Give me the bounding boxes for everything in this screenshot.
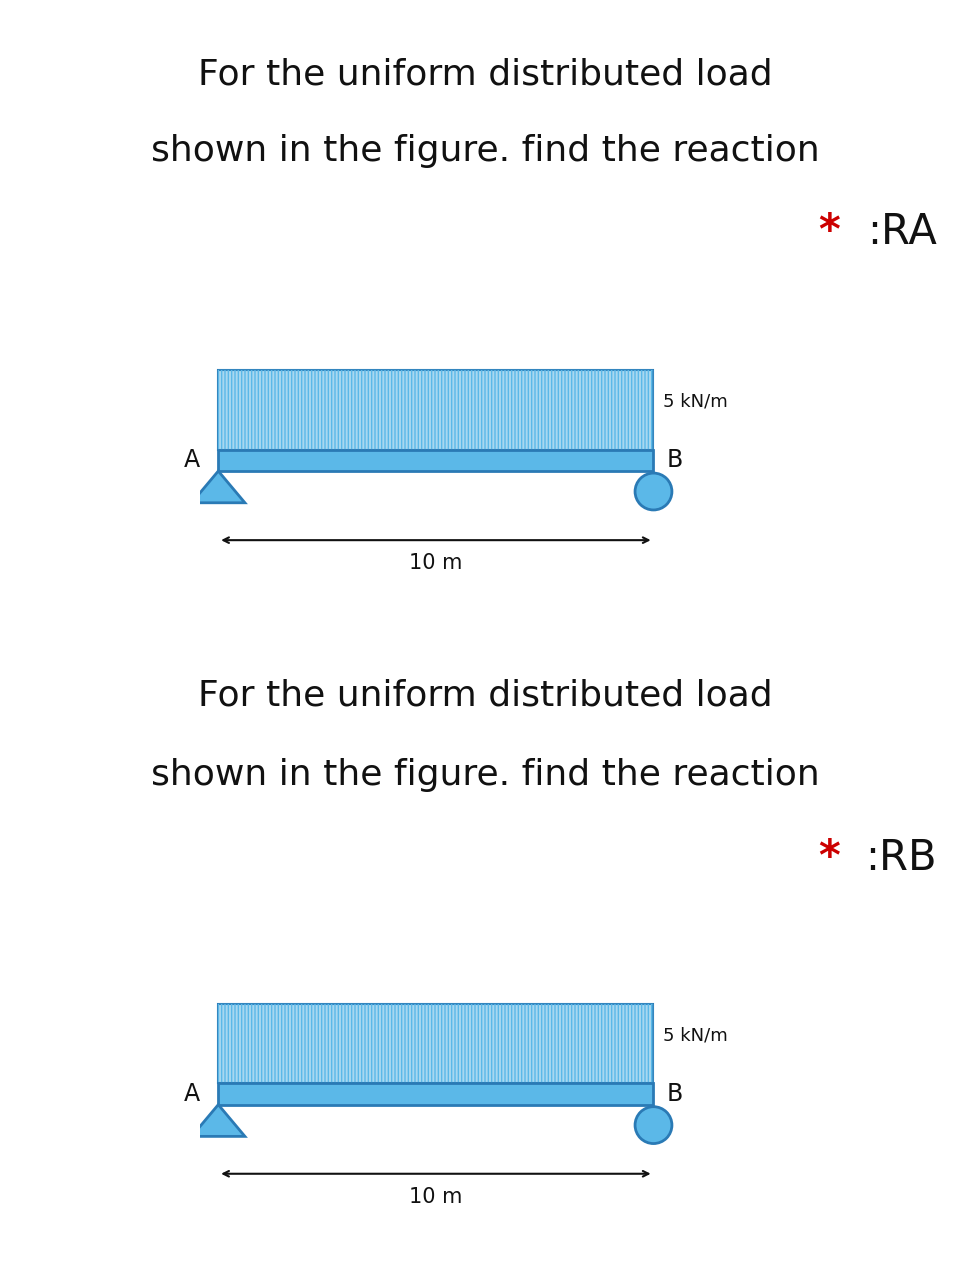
Text: 5 kN/m: 5 kN/m xyxy=(662,393,727,411)
Bar xyxy=(218,449,653,471)
Circle shape xyxy=(635,1107,672,1143)
Text: :RA: :RA xyxy=(867,211,937,253)
Text: A: A xyxy=(184,448,200,472)
Text: *: * xyxy=(819,837,840,879)
Bar xyxy=(218,1004,653,1083)
Bar xyxy=(218,370,653,449)
Text: B: B xyxy=(667,1082,684,1106)
Text: 10 m: 10 m xyxy=(409,553,462,573)
Bar xyxy=(218,370,653,449)
Text: *: * xyxy=(819,211,840,253)
Bar xyxy=(218,1083,653,1105)
Text: For the uniform distributed load: For the uniform distributed load xyxy=(198,58,773,92)
Text: For the uniform distributed load: For the uniform distributed load xyxy=(198,678,773,713)
Text: A: A xyxy=(184,1082,200,1106)
Bar xyxy=(218,1004,653,1083)
Text: B: B xyxy=(667,448,684,472)
Text: 5 kN/m: 5 kN/m xyxy=(662,1027,727,1044)
Text: shown in the figure. find the reaction: shown in the figure. find the reaction xyxy=(151,758,820,792)
Circle shape xyxy=(635,474,672,509)
Polygon shape xyxy=(191,471,245,503)
Text: :RB: :RB xyxy=(865,837,937,879)
Text: shown in the figure. find the reaction: shown in the figure. find the reaction xyxy=(151,134,820,169)
Polygon shape xyxy=(191,1105,245,1137)
Text: 10 m: 10 m xyxy=(409,1187,462,1207)
